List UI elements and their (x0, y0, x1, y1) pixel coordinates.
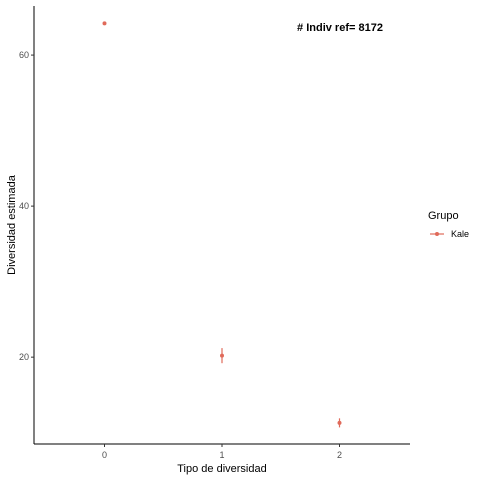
axes (33, 6, 410, 445)
data-points (102, 21, 342, 428)
x-tick-label: 1 (219, 450, 224, 460)
data-point (102, 21, 107, 26)
y-axis-title: Diversidad estimada (6, 174, 18, 275)
x-ticks: 0 1 2 (102, 444, 342, 460)
data-point (220, 353, 224, 358)
legend-key-point (435, 232, 439, 236)
legend-entries: Kale (430, 229, 469, 239)
y-tick-label: 40 (19, 201, 29, 211)
x-axis-title: Tipo de diversidad (177, 463, 266, 475)
y-ticks: 20 40 60 (19, 50, 34, 362)
x-tick-label: 2 (337, 450, 342, 460)
chart-annotation: # Indiv ref= 8172 (297, 22, 383, 34)
y-tick-label: 60 (19, 50, 29, 60)
legend: Grupo Kale (428, 210, 469, 239)
y-tick-label: 20 (19, 352, 29, 362)
data-point (337, 420, 342, 425)
legend-label: Kale (451, 229, 469, 239)
x-tick-label: 0 (102, 450, 107, 460)
legend-title: Grupo (428, 210, 459, 222)
